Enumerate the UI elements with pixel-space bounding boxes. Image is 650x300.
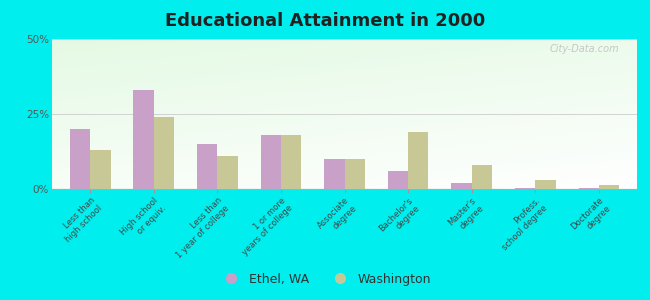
Bar xyxy=(217,156,238,189)
Bar xyxy=(515,188,535,189)
Bar xyxy=(70,129,90,189)
Bar xyxy=(197,144,217,189)
Bar xyxy=(90,150,110,189)
Text: Educational Attainment in 2000: Educational Attainment in 2000 xyxy=(165,12,485,30)
Bar xyxy=(324,159,345,189)
Bar xyxy=(408,132,428,189)
Bar xyxy=(344,159,365,189)
Text: City-Data.com: City-Data.com xyxy=(550,44,619,53)
Bar xyxy=(451,183,472,189)
Legend: Ethel, WA, Washington: Ethel, WA, Washington xyxy=(214,268,436,291)
Bar xyxy=(472,165,492,189)
Bar xyxy=(599,184,619,189)
Bar xyxy=(281,135,301,189)
Bar xyxy=(535,180,556,189)
Bar xyxy=(154,117,174,189)
Bar xyxy=(578,188,599,189)
Bar xyxy=(133,90,154,189)
Bar xyxy=(261,135,281,189)
Bar xyxy=(388,171,408,189)
